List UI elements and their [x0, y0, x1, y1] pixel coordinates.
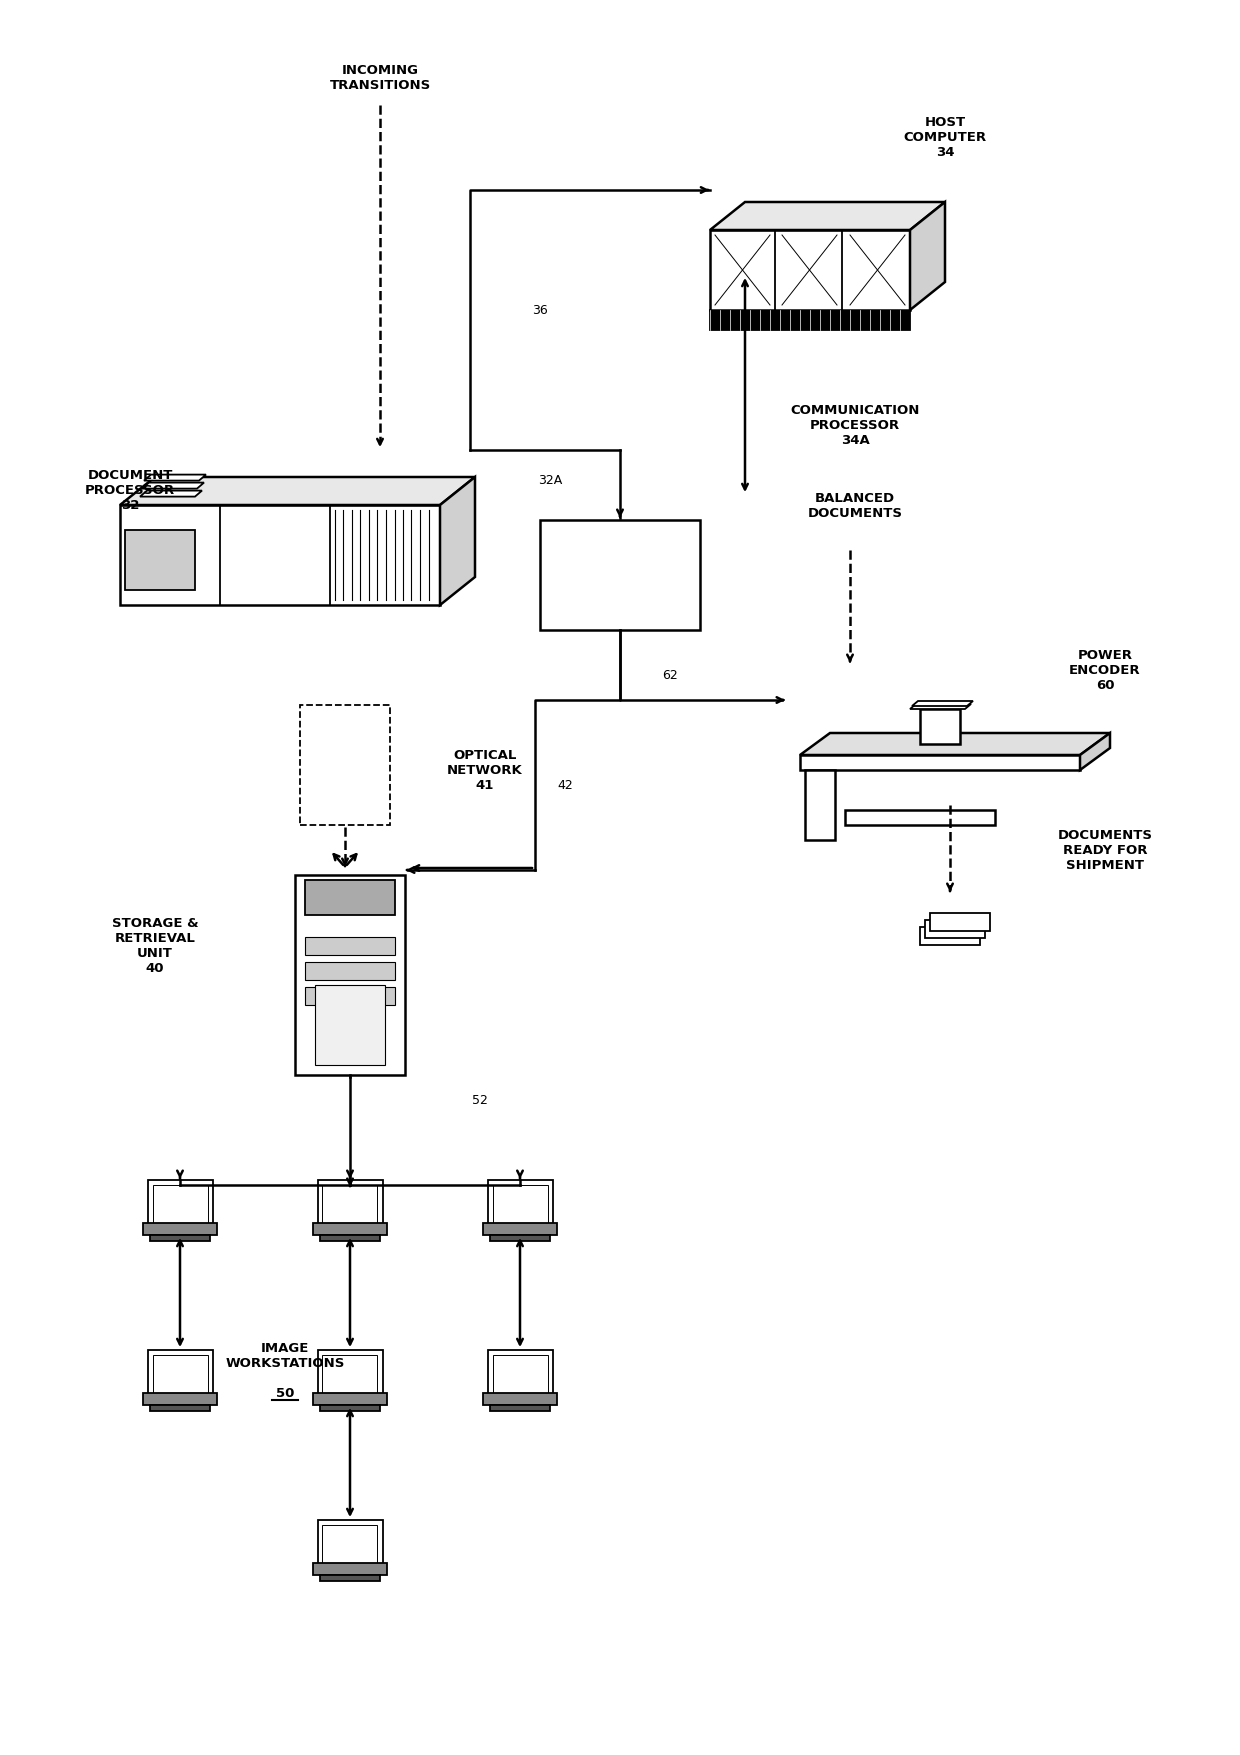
Bar [153, 1355, 207, 1395]
Bar [125, 530, 195, 591]
Bar [920, 709, 960, 744]
Bar [487, 1350, 553, 1400]
Polygon shape [925, 920, 985, 939]
Bar [492, 1355, 548, 1395]
Polygon shape [800, 756, 1080, 770]
Bar [305, 937, 396, 955]
Bar [320, 1406, 379, 1411]
Polygon shape [910, 704, 971, 709]
Text: 32A: 32A [538, 474, 562, 488]
Bar [143, 1223, 217, 1236]
Polygon shape [910, 204, 945, 311]
Bar [148, 1350, 212, 1400]
Polygon shape [1080, 734, 1110, 770]
Bar [487, 1181, 553, 1230]
Polygon shape [800, 734, 1110, 756]
Text: HOST
COMPUTER
34: HOST COMPUTER 34 [904, 116, 987, 160]
Text: 50: 50 [275, 1386, 294, 1400]
Bar [317, 1520, 382, 1571]
Text: BALANCED
DOCUMENTS: BALANCED DOCUMENTS [807, 491, 903, 519]
Polygon shape [920, 927, 980, 946]
Polygon shape [140, 491, 202, 497]
Bar [844, 811, 994, 825]
Bar [805, 770, 835, 841]
Bar [305, 881, 396, 916]
Polygon shape [143, 483, 205, 490]
Text: COMMUNICATION
PROCESSOR
34A: COMMUNICATION PROCESSOR 34A [790, 404, 920, 448]
Bar [150, 1406, 210, 1411]
Bar [322, 1525, 377, 1565]
Bar [492, 1185, 548, 1225]
Polygon shape [144, 476, 206, 481]
Bar [312, 1564, 387, 1574]
Bar [320, 1574, 379, 1581]
Bar [312, 1223, 387, 1236]
Bar [317, 1181, 382, 1230]
Bar [295, 876, 405, 1076]
Bar [305, 962, 396, 981]
Polygon shape [711, 232, 910, 311]
Text: INCOMING
TRANSITIONS: INCOMING TRANSITIONS [330, 63, 430, 91]
Bar [482, 1393, 557, 1406]
Text: 36: 36 [532, 304, 548, 318]
Bar [322, 1355, 377, 1395]
Bar [539, 521, 701, 630]
Text: POWER
ENCODER
60: POWER ENCODER 60 [1069, 649, 1141, 691]
Polygon shape [120, 505, 440, 605]
Text: 62: 62 [662, 669, 678, 683]
Bar [317, 1350, 382, 1400]
Text: 42: 42 [557, 779, 573, 792]
Bar [315, 986, 384, 1065]
Polygon shape [440, 477, 475, 605]
Bar [320, 1236, 379, 1241]
Polygon shape [711, 204, 945, 232]
Bar [153, 1185, 207, 1225]
Text: 52: 52 [472, 1093, 487, 1107]
Text: DOCUMENT
PROCESSOR
32: DOCUMENT PROCESSOR 32 [84, 469, 175, 512]
Bar [482, 1223, 557, 1236]
Bar [490, 1406, 549, 1411]
Polygon shape [930, 914, 990, 932]
Text: IMAGE
WORKSTATIONS: IMAGE WORKSTATIONS [226, 1341, 345, 1369]
Bar [312, 1393, 387, 1406]
Bar [322, 1185, 377, 1225]
Polygon shape [120, 477, 475, 505]
Text: OPTICAL
NETWORK
41: OPTICAL NETWORK 41 [448, 749, 523, 792]
Polygon shape [911, 702, 973, 707]
Bar [143, 1393, 217, 1406]
Bar [305, 988, 396, 1006]
Bar [150, 1236, 210, 1241]
Bar [148, 1181, 212, 1230]
Bar [711, 311, 910, 330]
Text: DOCUMENTS
READY FOR
SHIPMENT: DOCUMENTS READY FOR SHIPMENT [1058, 828, 1152, 872]
Bar [490, 1236, 549, 1241]
Bar [300, 706, 391, 825]
Text: STORAGE &
RETRIEVAL
UNIT
40: STORAGE & RETRIEVAL UNIT 40 [112, 916, 198, 974]
